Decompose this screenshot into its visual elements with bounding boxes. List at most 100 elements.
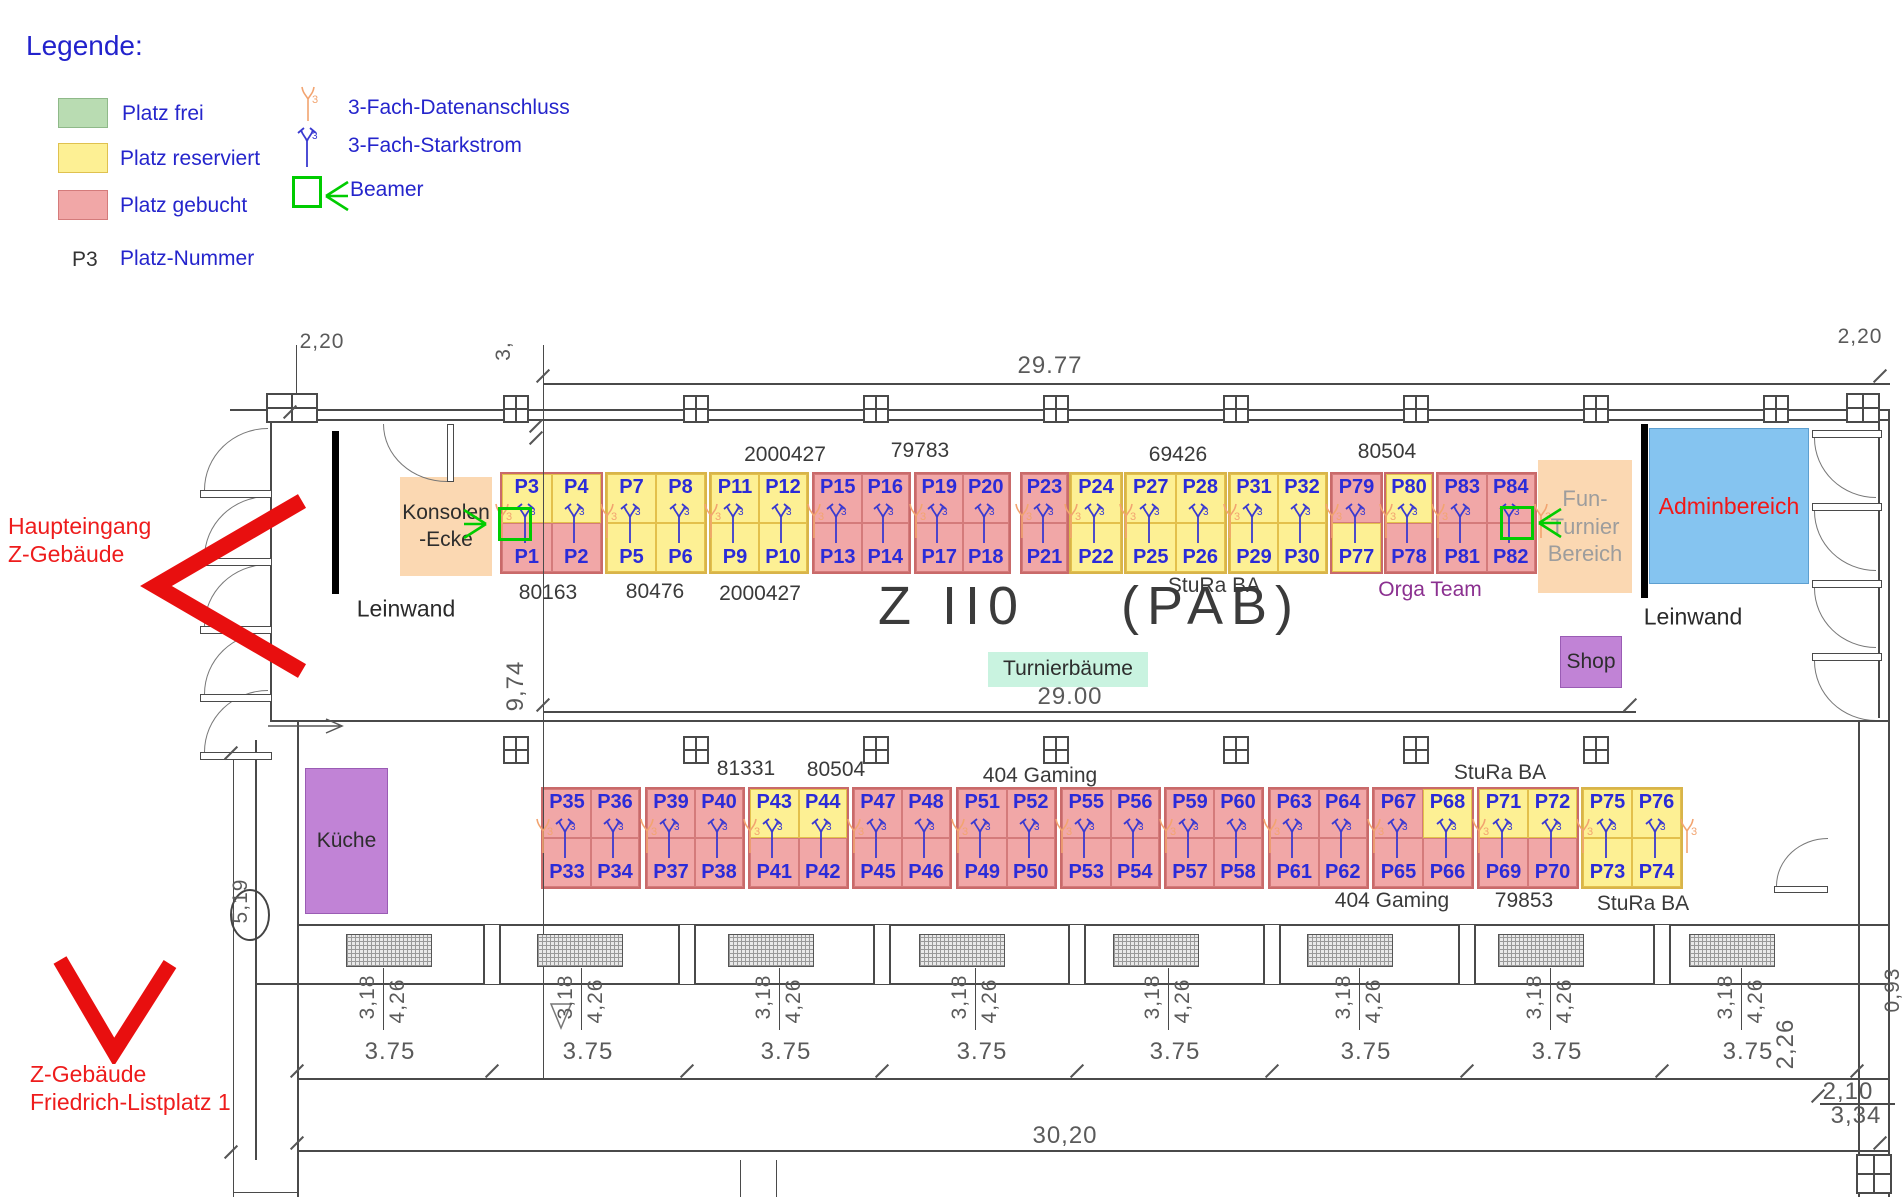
seat-P37[interactable]: P37 (647, 838, 695, 887)
seat-P17[interactable]: P17 (916, 523, 963, 572)
svg-text:3: 3 (635, 507, 641, 518)
starkstrom-icon: 3 (810, 817, 832, 859)
seat-P25[interactable]: P25 (1126, 523, 1176, 572)
datenanschluss-icon: 3 (1258, 818, 1282, 854)
seat-P8[interactable]: P8 (656, 474, 705, 523)
seat-P51[interactable]: P51 (958, 789, 1007, 838)
seat-P45[interactable]: P45 (854, 838, 902, 887)
seat-P21[interactable]: P21 (1022, 523, 1067, 572)
seat-P81[interactable]: P81 (1438, 523, 1487, 572)
row-label-top_below: Orga Team (1378, 578, 1482, 601)
plan-line (270, 419, 272, 721)
seat-P6[interactable]: P6 (656, 523, 705, 572)
seat-P22[interactable]: P22 (1071, 523, 1121, 572)
seat-P59[interactable]: P59 (1166, 789, 1214, 838)
radiator-icon (728, 934, 814, 967)
seat-P14[interactable]: P14 (861, 523, 909, 572)
svg-text:3: 3 (1378, 826, 1384, 838)
plan-line (740, 1160, 741, 1197)
seat-P26[interactable]: P26 (1175, 523, 1225, 572)
seat-P42[interactable]: P42 (798, 838, 847, 887)
seat-P62[interactable]: P62 (1318, 838, 1367, 887)
seat-P66[interactable]: P66 (1423, 838, 1472, 887)
shop-area: Shop (1560, 636, 1622, 688)
svg-text:3: 3 (1611, 822, 1617, 833)
address-note-line1: Z-Gebäude (30, 1061, 147, 1087)
svg-text:3: 3 (1587, 826, 1593, 838)
starkstrom-icon: 3 (770, 502, 792, 544)
door-leaf (1812, 580, 1882, 588)
seat-P74[interactable]: P74 (1632, 838, 1681, 887)
seat-block: P47 P45 P48 P46 (852, 787, 952, 889)
seat-P50[interactable]: P50 (1006, 838, 1055, 887)
seat-P41[interactable]: P41 (750, 838, 799, 887)
row-label-bottom_below: StuRa BA (1596, 892, 1690, 915)
starkstrom-icon: 3 (1595, 817, 1617, 859)
fun-turnier-line1: Fun- (1562, 486, 1608, 512)
seat-P69[interactable]: P69 (1479, 838, 1528, 887)
seat-P32[interactable]: P32 (1278, 474, 1326, 523)
seat-P49[interactable]: P49 (958, 838, 1007, 887)
seat-P5[interactable]: P5 (607, 523, 656, 572)
seat-P57[interactable]: P57 (1166, 838, 1214, 887)
seat-P2[interactable]: P2 (551, 523, 601, 572)
starkstrom-icon: 3 (913, 817, 935, 859)
seat-P60[interactable]: P60 (1214, 789, 1262, 838)
seat-P43[interactable]: P43 (750, 789, 799, 838)
seat-P10[interactable]: P10 (759, 523, 807, 572)
row-label-bottom_below: 404 Gaming (1334, 889, 1450, 912)
seat-P38[interactable]: P38 (695, 838, 743, 887)
datenanschluss-icon: 3 (1374, 503, 1398, 539)
seat-P70[interactable]: P70 (1528, 838, 1577, 887)
seat-P78[interactable]: P78 (1386, 523, 1432, 572)
seat-P72[interactable]: P72 (1528, 789, 1577, 838)
screen-left-label: Leinwand (356, 595, 456, 622)
seat-P53[interactable]: P53 (1062, 838, 1111, 887)
seat-P58[interactable]: P58 (1214, 838, 1262, 887)
legend-label-beamer: Beamer (350, 178, 424, 201)
starkstrom-icon: 3 (1281, 817, 1303, 859)
dim-top-left: 2,20 (299, 330, 345, 353)
plan-line (297, 924, 1890, 926)
bay-height-label-2: 4,26 (584, 978, 607, 1024)
dim-tick (1872, 368, 1888, 384)
seat-P30[interactable]: P30 (1278, 523, 1326, 572)
seat-P33[interactable]: P33 (543, 838, 591, 887)
row-label-bottom_above: 404 Gaming (982, 764, 1098, 787)
seat-P73[interactable]: P73 (1583, 838, 1632, 887)
fun-turnier-line3: Bereich (1547, 541, 1623, 567)
seat-P56[interactable]: P56 (1110, 789, 1159, 838)
screen-right-label: Leinwand (1643, 603, 1743, 630)
svg-text:3: 3 (1483, 826, 1489, 838)
seat-P34[interactable]: P34 (591, 838, 639, 887)
column-icon (503, 395, 529, 423)
row-label-top_above: 80504 (1357, 440, 1417, 463)
column-icon (1583, 395, 1609, 423)
seat-P82[interactable]: P82 (1486, 523, 1535, 572)
seat-P18[interactable]: P18 (962, 523, 1009, 572)
seat-P9[interactable]: P9 (711, 523, 759, 572)
bay-width-label: 3.75 (956, 1038, 1008, 1065)
seat-P61[interactable]: P61 (1270, 838, 1319, 887)
seat-P77[interactable]: P77 (1332, 523, 1381, 572)
beamer-arrow-icon (462, 506, 488, 542)
kueche-area: Küche (305, 768, 388, 914)
seat-P23[interactable]: P23 (1022, 474, 1067, 523)
seat-P29[interactable]: P29 (1230, 523, 1278, 572)
dim-tick (1069, 1063, 1085, 1079)
svg-text:3: 3 (651, 826, 657, 838)
door-swing-arc (1814, 438, 1876, 498)
radiator-icon (346, 934, 432, 967)
seat-P80[interactable]: P80 (1386, 474, 1432, 523)
seat-P54[interactable]: P54 (1110, 838, 1159, 887)
entrance-note: Haupteingang Z-Gebäude (8, 512, 151, 568)
seat-P65[interactable]: P65 (1374, 838, 1423, 887)
seat-P46[interactable]: P46 (902, 838, 950, 887)
seat-P13[interactable]: P13 (814, 523, 862, 572)
tournament-trees-label: Turnierbäume (1003, 657, 1133, 681)
column-icon (1223, 395, 1249, 423)
datenanschluss-icon: 3 (1675, 818, 1699, 854)
seat-P27[interactable]: P27 (1126, 474, 1176, 523)
shop-area-label: Shop (1566, 649, 1616, 673)
seat-P63[interactable]: P63 (1270, 789, 1319, 838)
